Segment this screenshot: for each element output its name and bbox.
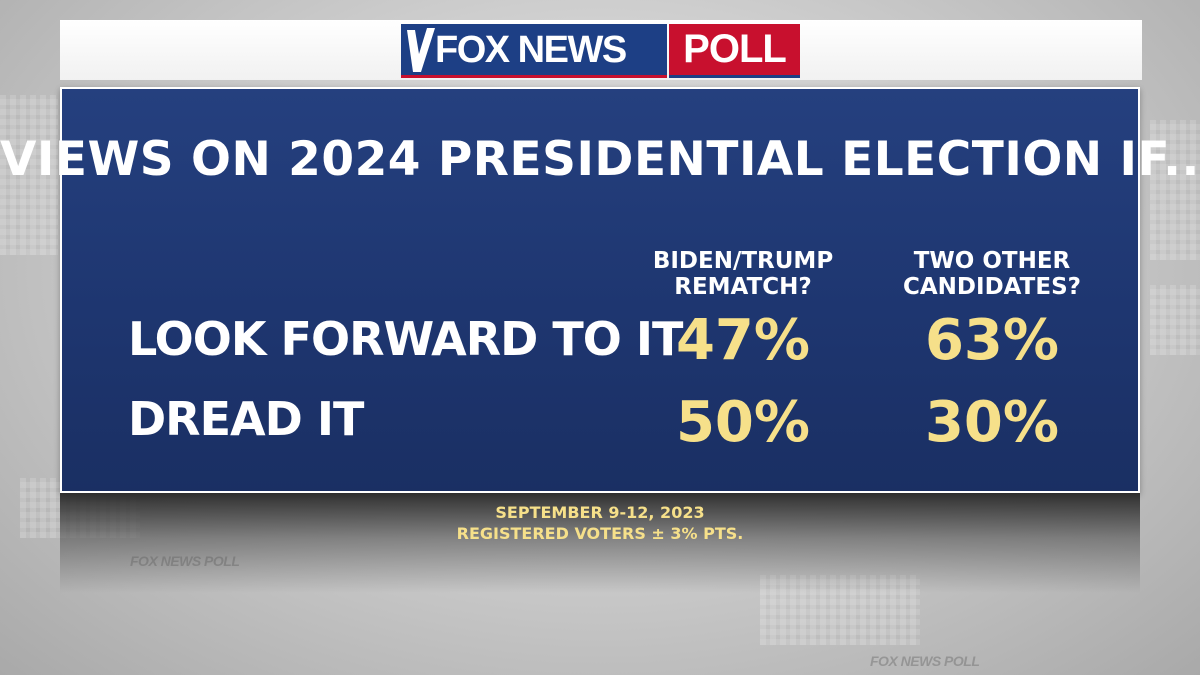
fox-news-poll-logo: FOX NEWS POLL <box>401 24 800 78</box>
poll-sample-margin: REGISTERED VOTERS ± 3% PTS. <box>456 524 744 543</box>
column-header-other-candidates: TWO OTHER CANDIDATES? <box>872 248 1112 300</box>
background-logo-watermark-2: FOX NEWS POLL <box>870 653 980 669</box>
chart-title: VIEWS ON 2024 PRESIDENTIAL ELECTION IF..… <box>0 132 1200 187</box>
value-dread-rematch: 50% <box>675 390 811 455</box>
row-label-look-forward: LOOK FORWARD TO IT <box>128 312 683 366</box>
column-header-rematch-line2: REMATCH? <box>674 274 812 300</box>
value-dread-other: 30% <box>924 390 1060 455</box>
column-header-rematch-line1: BIDEN/TRUMP <box>652 248 834 274</box>
poll-wordmark: POLL <box>669 24 800 78</box>
background-texture-right <box>1150 120 1200 260</box>
panel-reflection <box>60 493 1140 593</box>
row-label-dread: DREAD IT <box>128 392 364 446</box>
value-look-forward-rematch: 47% <box>675 308 811 373</box>
column-header-rematch: BIDEN/TRUMP REMATCH? <box>623 248 863 300</box>
column-header-other-line1: TWO OTHER <box>913 248 1071 274</box>
background-texture-left <box>0 95 58 255</box>
fox-news-wordmark: FOX NEWS <box>435 29 627 71</box>
value-look-forward-other: 63% <box>924 308 1060 373</box>
poll-dates: SEPTEMBER 9-12, 2023 <box>495 503 705 522</box>
column-header-other-line2: CANDIDATES? <box>903 274 1081 300</box>
poll-panel <box>60 87 1140 493</box>
fox-news-logo: FOX NEWS <box>401 24 667 78</box>
background-texture-far-right <box>1150 285 1200 355</box>
fox-slash-icon <box>407 28 435 72</box>
